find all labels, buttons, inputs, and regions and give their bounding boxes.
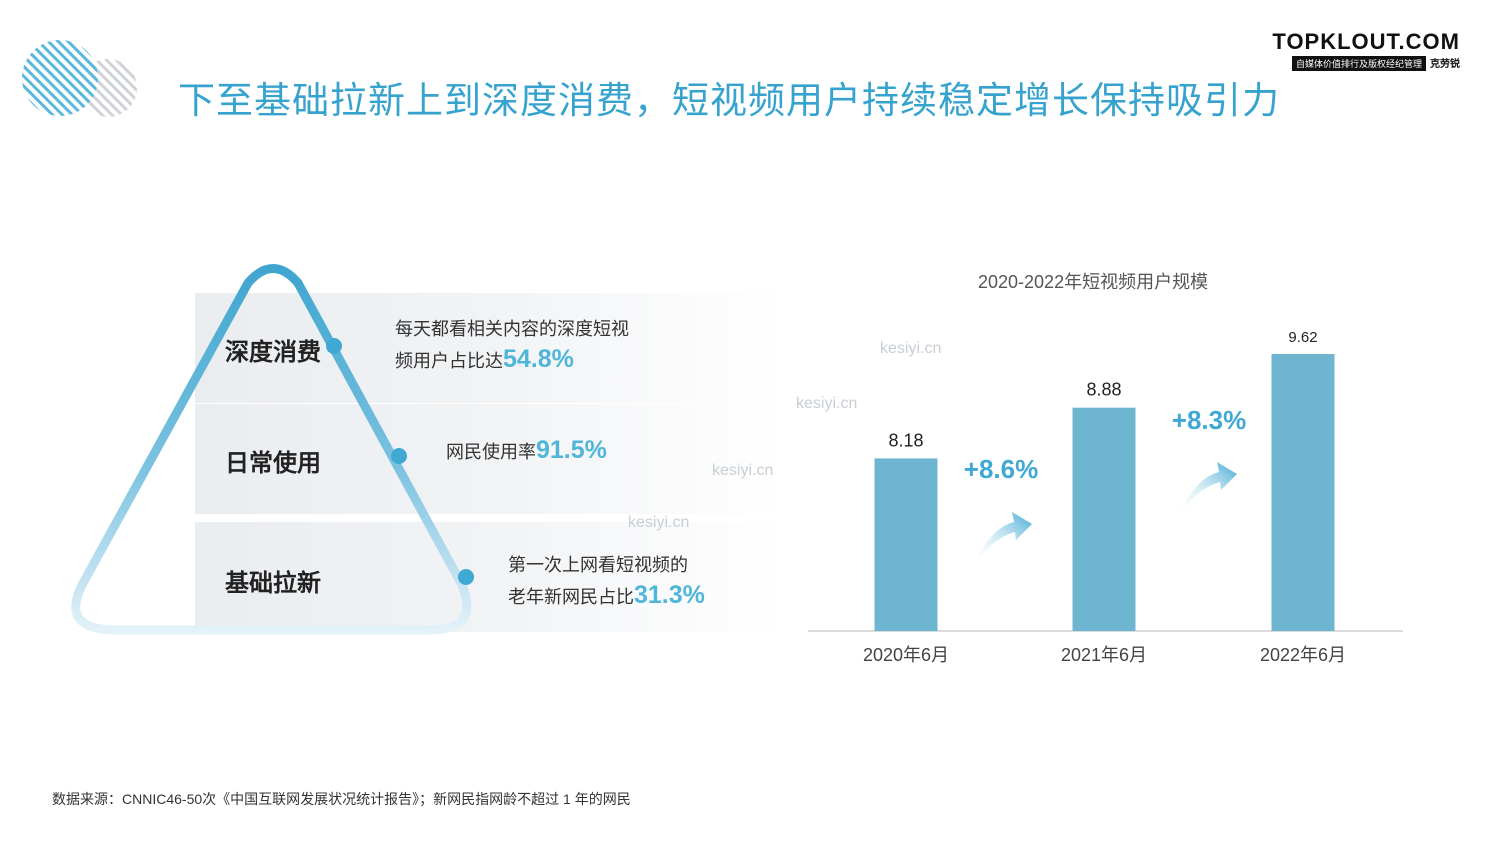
tier-desc-daily-line1: 网民使用率 <box>446 442 536 462</box>
tier-label-basic: 基础拉新 <box>225 570 321 597</box>
decorative-circles <box>22 40 137 117</box>
bar-value-label: 9.62 <box>1288 329 1317 346</box>
x-tick-label: 2021年6月 <box>1061 645 1147 665</box>
tier-label-deep: 深度消费 <box>225 339 321 366</box>
tier-band-daily <box>195 404 785 514</box>
watermark-text: kesiyi.cn <box>796 395 858 412</box>
tier-value-daily: 91.5% <box>536 436 607 464</box>
tier-dot-daily <box>391 448 407 464</box>
tier-desc-deep-line2: 频用户占比达 <box>395 351 503 371</box>
bar-value-label: 8.88 <box>1086 380 1121 400</box>
bar-chart: 8.18 2020年6月 8.88 2021年6月 9.62 2022年6月 +8.6% +8… <box>808 329 1403 665</box>
tier-band-basic <box>195 522 785 632</box>
bar <box>1271 354 1335 631</box>
tier-desc-basic-line1: 第一次上网看短视频的 <box>508 555 688 575</box>
tier-desc-daily: 网民使用率91.5% <box>446 435 607 467</box>
x-tick-label: 2020年6月 <box>863 645 949 665</box>
growth-arrow-icon <box>972 512 1032 568</box>
x-tick-label: 2022年6月 <box>1260 645 1346 665</box>
bar <box>1072 407 1136 631</box>
tier-dot-basic <box>458 569 474 585</box>
tier-desc-basic: 第一次上网看短视频的 老年新网民占比31.3% <box>508 550 705 612</box>
brand-subtitle: 自媒体价值排行及版权经纪管理 <box>1291 56 1426 71</box>
growth-label: +8.6% <box>964 454 1038 484</box>
tier-label-daily: 日常使用 <box>225 450 321 477</box>
growth-arrow-icon <box>1177 462 1237 518</box>
brand-logo: TOPKLOUT.COM 自媒体价值排行及版权经纪管理 克劳锐 <box>1272 30 1460 72</box>
data-source-note: 数据来源：CNNIC46-50次《中国互联网发展状况统计报告》；新网民指网龄不超… <box>52 791 631 807</box>
page-title: 下至基础拉新上到深度消费，短视频用户持续稳定增长保持吸引力 <box>178 80 1280 121</box>
bar <box>874 458 938 631</box>
watermark-text: kesiyi.cn <box>712 462 774 479</box>
watermark-text: kesiyi.cn <box>628 514 690 531</box>
watermark-text: kesiyi.cn <box>880 340 942 357</box>
tier-value-basic: 31.3% <box>634 581 705 609</box>
tier-desc-deep: 每天都看相关内容的深度短视 频用户占比达54.8% <box>395 314 629 376</box>
tier-value-deep: 54.8% <box>503 345 574 373</box>
tier-dot-deep <box>326 338 342 354</box>
brand-cn-name: 克劳锐 <box>1430 59 1460 70</box>
chart-title: 2020-2022年短视频用户规模 <box>978 272 1209 292</box>
tier-band-deep <box>195 293 785 403</box>
pyramid-outline <box>71 264 472 635</box>
brand-name: TOPKLOUT.COM <box>1272 29 1460 54</box>
tier-desc-basic-line2: 老年新网民占比 <box>508 587 634 607</box>
bar-value-label: 8.18 <box>888 430 923 450</box>
tier-desc-deep-line1: 每天都看相关内容的深度短视 <box>395 319 629 339</box>
growth-label: +8.3% <box>1172 405 1246 435</box>
